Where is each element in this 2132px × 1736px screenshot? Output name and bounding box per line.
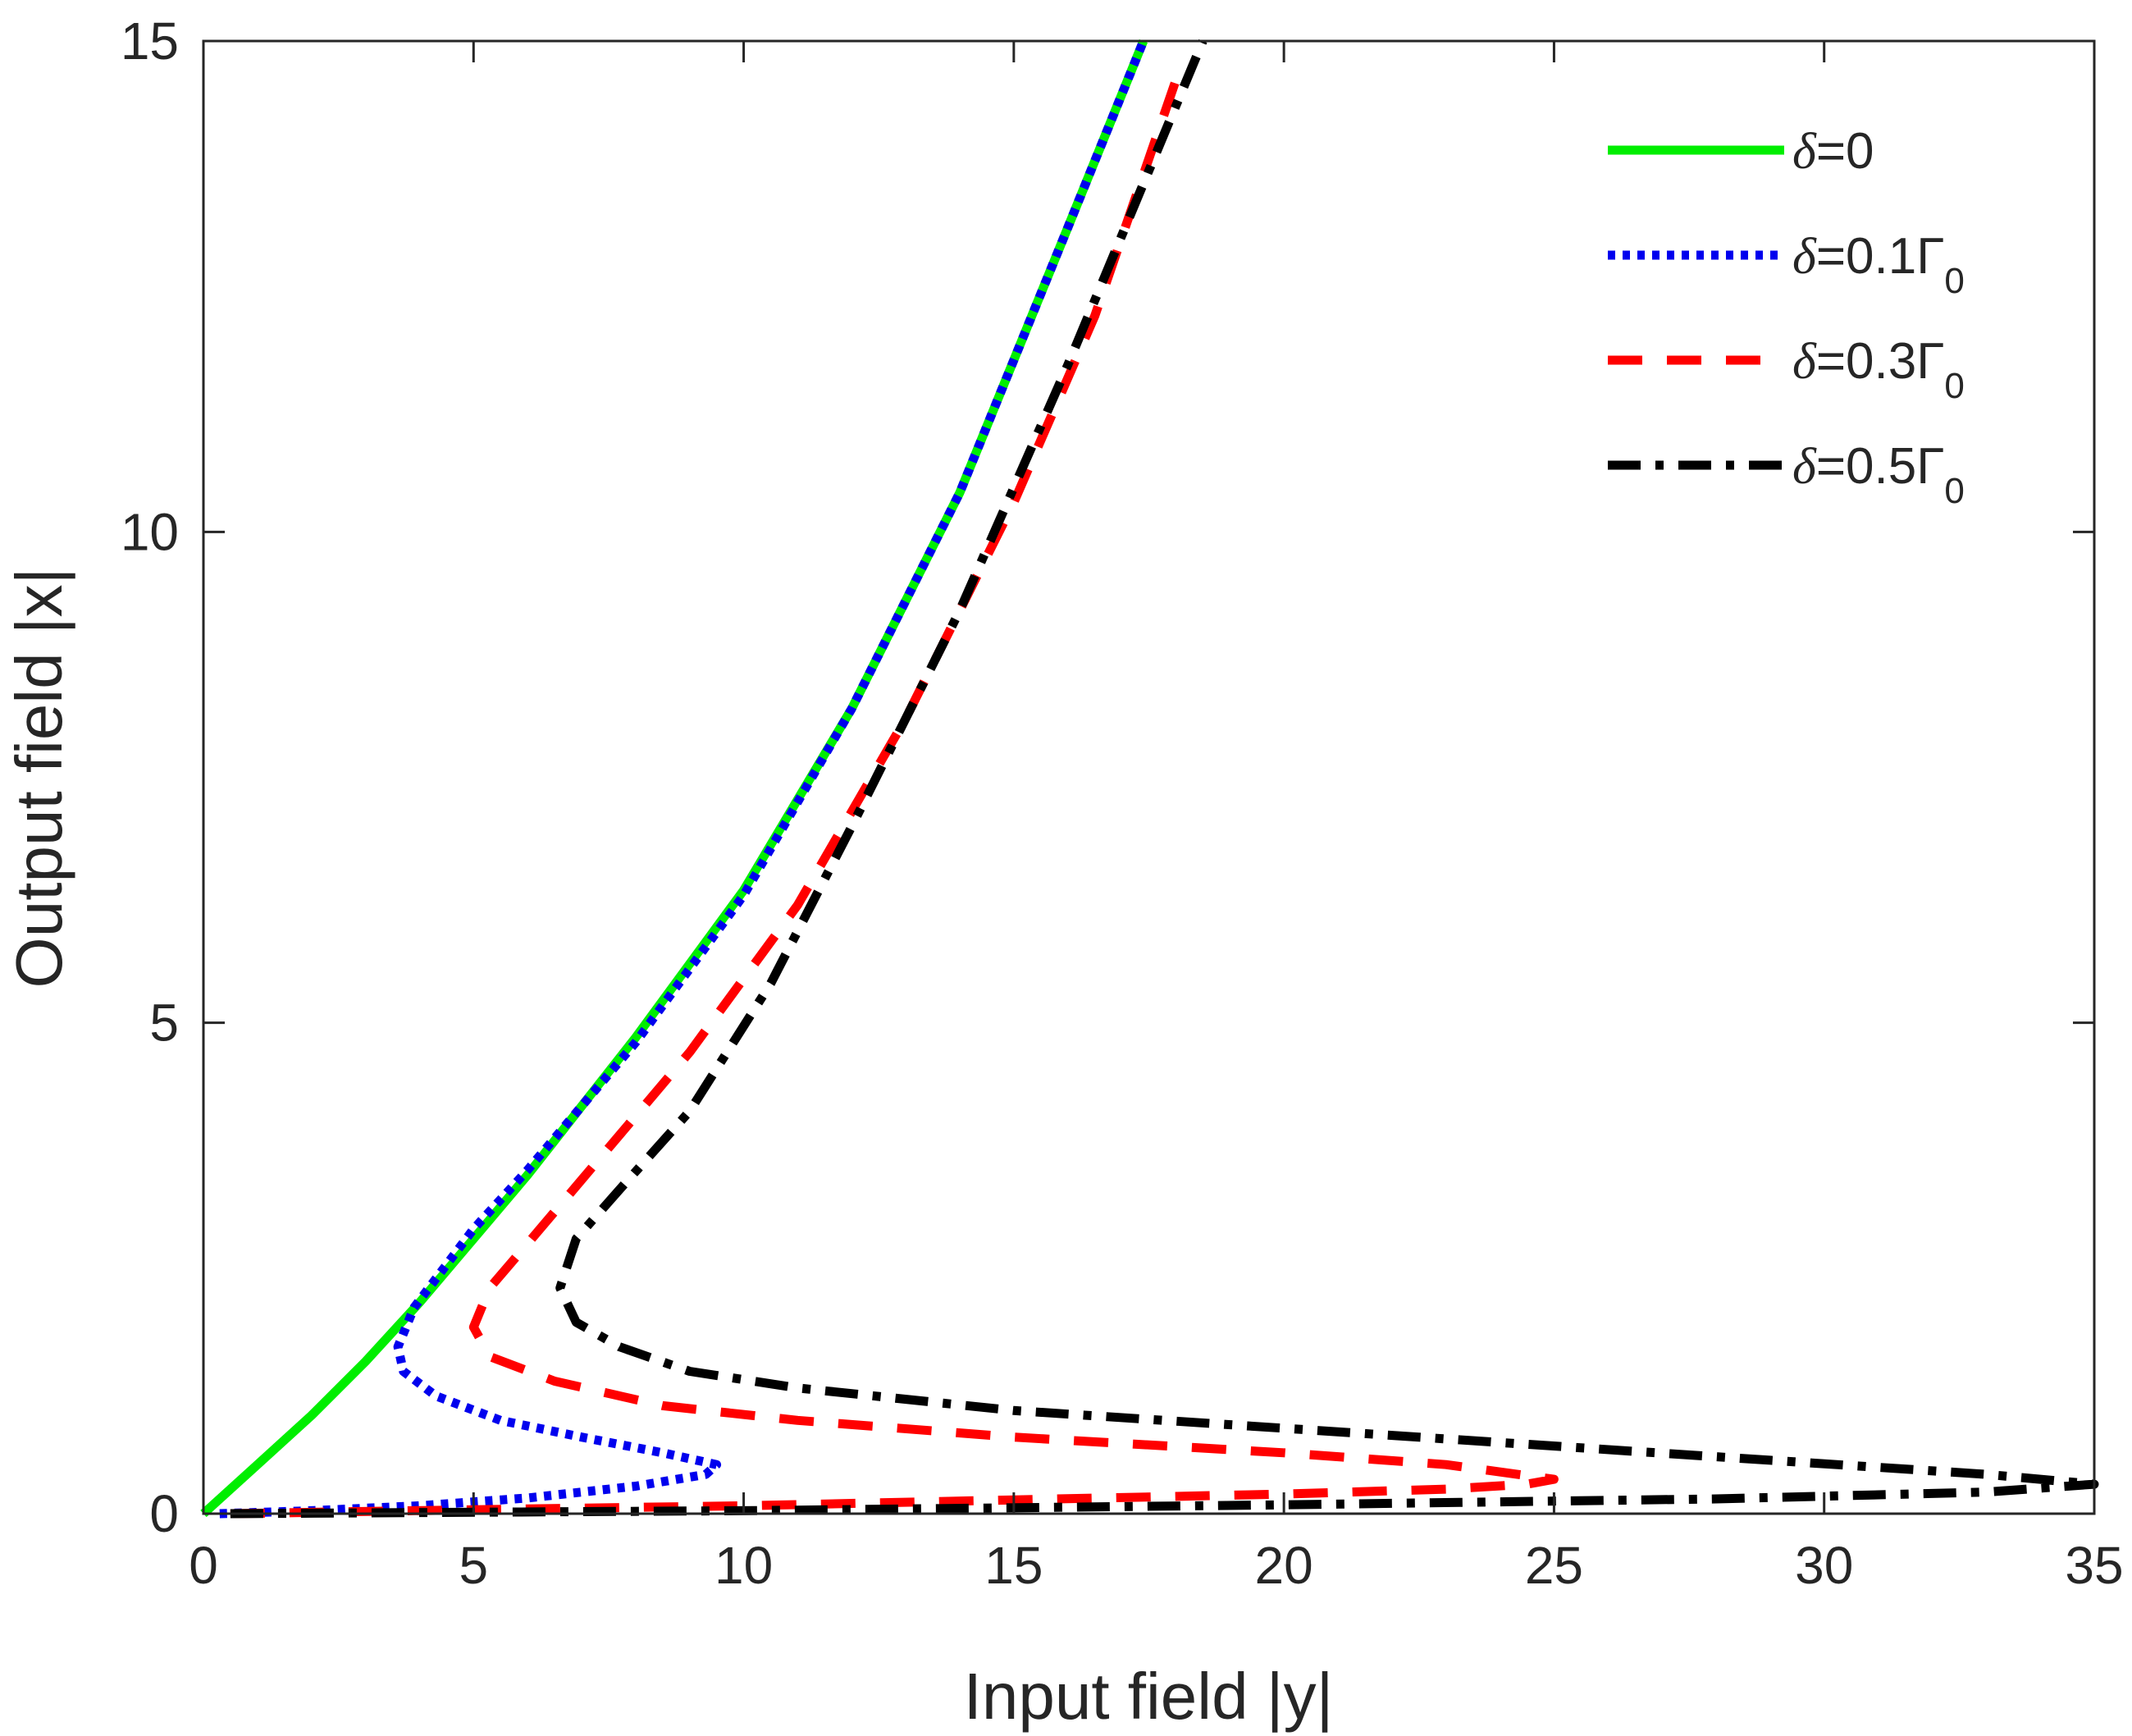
plot-area — [203, 41, 2094, 1514]
x-tick-label: 20 — [1255, 1536, 1313, 1595]
series-layer — [200, 39, 2099, 1519]
x-tick-label: 30 — [1795, 1536, 1853, 1595]
y-tick-label: 15 — [121, 11, 179, 71]
x-tick-label: 5 — [459, 1536, 488, 1595]
x-tick-label: 0 — [189, 1536, 218, 1595]
series-line-3 — [230, 79, 1559, 1519]
y-tick-label: 0 — [149, 1484, 179, 1543]
legend-label-3: δ=0.3Γ0 — [1792, 333, 1965, 406]
plot-frame — [202, 39, 2096, 1515]
y-axis-label: Output field |x| — [2, 568, 75, 989]
x-tick-label: 35 — [2065, 1536, 2123, 1595]
legend-label-4: δ=0.5Γ0 — [1792, 438, 1965, 511]
x-tick-label: 10 — [714, 1536, 773, 1595]
x-tick-label: 15 — [984, 1536, 1043, 1595]
legend: δ=0 δ=0.1Γ0 δ=0.3Γ0 δ=0.5Γ0 — [1608, 123, 1965, 511]
legend-label-1: δ=0 — [1792, 123, 1874, 180]
x-tick-labels: 0 5 10 15 20 25 30 35 — [189, 1536, 2123, 1595]
series-line-1 — [200, 39, 1148, 1518]
series-line-2 — [219, 39, 1148, 1519]
series-line-4 — [230, 39, 2099, 1519]
x-axis-label: Input field |y| — [964, 1660, 1334, 1733]
y-tick-label: 5 — [149, 994, 179, 1053]
y-tick-label: 10 — [121, 502, 179, 561]
x-tick-label: 25 — [1525, 1536, 1583, 1595]
legend-label-2: δ=0.1Γ0 — [1792, 228, 1965, 301]
y-tick-labels: 0 5 10 15 — [121, 11, 179, 1543]
